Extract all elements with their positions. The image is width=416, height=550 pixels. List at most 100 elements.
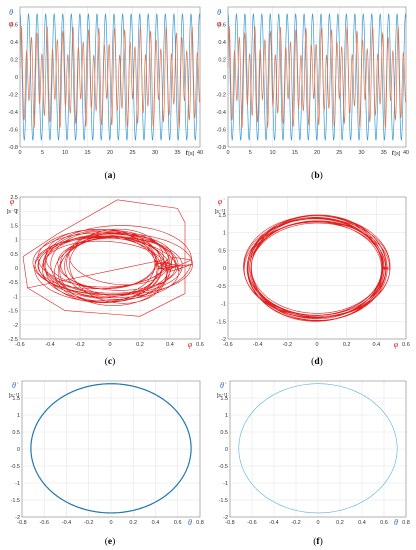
x-tick-label: 0.4 xyxy=(373,342,381,348)
series-line-phi xyxy=(227,25,407,129)
panel-a: 0 5 10 15 20 25 30 35 40 -0.8 -0.6 -0.4 -0.2 0 0.2 0.4 0… xyxy=(9,6,203,181)
y-tick-label: -0.5 xyxy=(11,464,20,470)
panel-caption: (d) xyxy=(311,356,323,367)
y-tick-label: 0 xyxy=(15,266,18,272)
y-tick-label: 1.5 xyxy=(220,396,228,402)
x-tick-label: 20 xyxy=(314,150,320,156)
plot-frame xyxy=(227,196,407,340)
x-tick-label: 35 xyxy=(381,150,387,156)
x-tick-label: 0.2 xyxy=(336,520,344,526)
x-tick-label: -0.4 xyxy=(269,520,278,526)
y-label-unit: [s⁻¹] xyxy=(215,209,226,215)
y-tick-label: -1.5 xyxy=(9,309,18,315)
plot-frame xyxy=(227,6,407,148)
x-tick-label: -0.2 xyxy=(283,342,292,348)
x-label-symbol: θ xyxy=(394,518,398,527)
y-label-unit: [s⁻¹] xyxy=(7,209,18,215)
panel-d: -0.6 -0.4 -0.2 0 0.2 0.4 0.6 -2 -1.5 -1 -0.5 0 0.5 1 1… xyxy=(215,196,410,367)
x-label-symbol: t xyxy=(392,148,395,157)
y-label-symbol: θ̇ xyxy=(12,381,19,390)
y-tick-label: -1 xyxy=(221,302,226,308)
y-tick-label: 0.6 xyxy=(10,23,18,29)
x-tick-label: 0 xyxy=(316,520,319,526)
y-tick-label: -2 xyxy=(15,515,20,521)
y-tick-label: -1.5 xyxy=(11,498,20,504)
x-tick-label: 0.4 xyxy=(152,520,160,526)
x-tick-label: 0.4 xyxy=(166,342,174,348)
y-tick-label: -0.2 xyxy=(9,93,18,99)
x-tick-label: -0.8 xyxy=(225,520,234,526)
y-label-symbol: φ̇ xyxy=(10,197,17,206)
y-tick-label: 0.6 xyxy=(218,23,226,29)
x-tick-label: 0.2 xyxy=(136,342,144,348)
x-label-unit: [s] xyxy=(188,151,194,157)
y-tick-label: 0.4 xyxy=(218,40,226,46)
y-tick-label: -0.4 xyxy=(217,110,226,116)
y-tick-label: 0.5 xyxy=(10,252,18,258)
x-tick-label: 0.2 xyxy=(129,520,137,526)
x-tick-label: 0 xyxy=(108,342,111,348)
y-tick-label: 2 xyxy=(15,209,18,215)
panel-f: -0.8 -0.6 -0.4 -0.2 0 0.2 0.4 0.6 0.8 -2 -1.5 -1 -0.… xyxy=(217,380,410,547)
y-label-symbol: θ̇ xyxy=(220,381,227,390)
y-label-theta: θ xyxy=(9,8,13,17)
plot-frame xyxy=(19,196,201,340)
y-tick-label: -0.5 xyxy=(217,284,226,290)
y-tick-label: 0 xyxy=(223,75,226,81)
series-line-theta xyxy=(19,13,201,141)
y-tick-label: -0.8 xyxy=(9,145,18,151)
x-tick-label: -0.4 xyxy=(62,520,71,526)
x-tick-label: 35 xyxy=(174,150,180,156)
y-tick-label: -2 xyxy=(221,337,226,343)
plot-frame xyxy=(19,6,201,148)
y-tick-label: 1 xyxy=(223,231,226,237)
x-tick-label: 0 xyxy=(315,342,318,348)
y-tick-label: 0 xyxy=(15,75,18,81)
x-tick-label: -0.2 xyxy=(84,520,93,526)
y-tick-label: 0 xyxy=(225,447,228,453)
x-label-symbol: φ xyxy=(188,340,193,349)
orbit-curve xyxy=(30,383,192,514)
plot-frame xyxy=(21,380,201,518)
y-tick-label: 1 xyxy=(15,238,18,244)
y-label-theta: θ xyxy=(217,8,221,17)
y-tick-label: 0 xyxy=(17,447,20,453)
x-tick-label: 0.4 xyxy=(358,520,366,526)
y-tick-label: -2 xyxy=(223,515,228,521)
y-tick-label: -0.5 xyxy=(219,464,228,470)
x-tick-label: 0.2 xyxy=(343,342,351,348)
x-tick-label: 0 xyxy=(226,150,229,156)
x-tick-label: 25 xyxy=(129,150,135,156)
panel-caption: (f) xyxy=(313,536,323,547)
x-tick-label: 20 xyxy=(107,150,113,156)
x-tick-label: 40 xyxy=(403,150,409,156)
x-tick-label: -0.8 xyxy=(17,520,26,526)
x-tick-label: -0.4 xyxy=(45,342,54,348)
y-label-unit: [s⁻¹] xyxy=(9,393,20,399)
y-tick-label: 1 xyxy=(17,413,20,419)
y-tick-label: 0.5 xyxy=(12,430,20,436)
x-tick-label: 30 xyxy=(358,150,364,156)
x-tick-label: 25 xyxy=(336,150,342,156)
y-tick-label: -0.2 xyxy=(217,93,226,99)
x-tick-label: 0 xyxy=(18,150,21,156)
y-tick-label: -0.6 xyxy=(217,128,226,134)
panel-caption: (e) xyxy=(105,536,116,547)
plot-frame xyxy=(229,380,407,518)
x-tick-label: 0.6 xyxy=(402,342,410,348)
y-tick-label: -0.5 xyxy=(9,280,18,286)
x-label-symbol: t xyxy=(186,148,189,157)
orbit-curve xyxy=(243,214,391,322)
orbit-curve xyxy=(238,383,398,514)
x-label-symbol: φ xyxy=(394,340,399,349)
y-label-phi: φ xyxy=(217,19,222,28)
y-label-unit: [s⁻¹] xyxy=(217,393,228,399)
panel-caption: (a) xyxy=(104,170,115,181)
y-tick-label: 0.5 xyxy=(218,248,226,254)
x-tick-label: 15 xyxy=(292,150,298,156)
y-tick-label: 0 xyxy=(223,266,226,272)
x-tick-label: -0.6 xyxy=(247,520,256,526)
x-tick-label: 40 xyxy=(197,150,203,156)
y-tick-label: -2 xyxy=(13,323,18,329)
x-tick-label: 5 xyxy=(41,150,44,156)
